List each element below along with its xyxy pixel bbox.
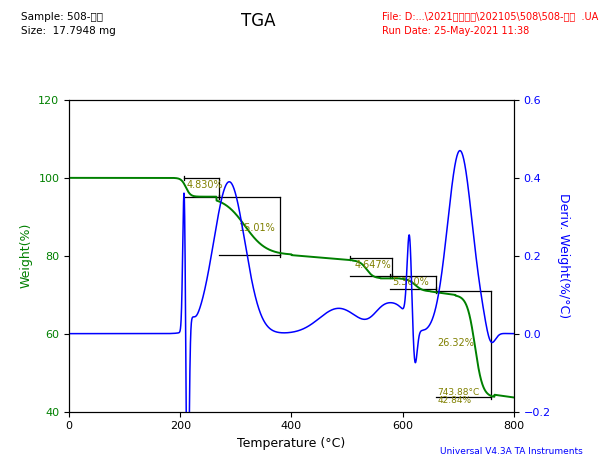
Y-axis label: Deriv. Weight(%/°C): Deriv. Weight(%/°C) — [557, 193, 570, 319]
Text: Size:  17.7948 mg: Size: 17.7948 mg — [21, 26, 116, 36]
Text: Universal V4.3A TA Instruments: Universal V4.3A TA Instruments — [440, 447, 583, 456]
Text: 5.360%: 5.360% — [392, 277, 429, 287]
Text: Run Date: 25-May-2021 11:38: Run Date: 25-May-2021 11:38 — [382, 26, 529, 36]
Text: 4.647%: 4.647% — [355, 260, 391, 271]
Text: 15.01%: 15.01% — [239, 224, 275, 233]
Y-axis label: Weight(%): Weight(%) — [20, 223, 32, 288]
Text: 4.830%: 4.830% — [187, 180, 224, 190]
Text: File: D:...\2021分析数据\202105\508\508-素材  .UA: File: D:...\2021分析数据\202105\508\508-素材 .… — [382, 12, 598, 22]
Text: 743.88°C: 743.88°C — [438, 388, 480, 397]
Text: Sample: 508-素材: Sample: 508-素材 — [21, 12, 103, 22]
Text: 26.32%: 26.32% — [438, 339, 475, 348]
Text: TGA: TGA — [241, 12, 276, 30]
X-axis label: Temperature (°C): Temperature (°C) — [237, 437, 346, 450]
Text: 42.84%: 42.84% — [438, 396, 472, 405]
